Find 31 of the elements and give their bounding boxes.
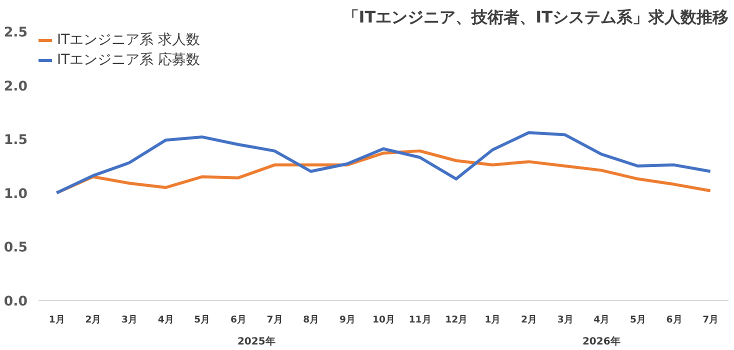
x-tick-label: 7月 — [702, 314, 718, 326]
text: 2026年 — [582, 336, 620, 348]
x-tick-label: 11月 — [408, 314, 431, 326]
x-tick-label: 7月 — [266, 314, 282, 326]
x-tick-label: 1月 — [48, 314, 64, 326]
x-tick-label: 5月 — [630, 314, 646, 326]
chart-title: 「ITエンジニア、技術者、ITシステム系」求人数推移 — [342, 8, 728, 26]
x-tick-label: 6月 — [666, 314, 682, 326]
x-tick-label: 2月 — [521, 314, 537, 326]
x-tick-label: 10月 — [372, 314, 394, 326]
line-series — [55, 131, 712, 194]
y-tick-label: 0.0 — [4, 294, 28, 310]
x-tick-label: 1月 — [484, 314, 500, 326]
x-tick-label: 3月 — [557, 314, 573, 326]
x-tick-label: 3月 — [122, 314, 138, 326]
x-tick-label: 2月 — [85, 314, 101, 326]
x-tick-label: 6月 — [230, 314, 246, 326]
y-tick-label: 1.0 — [4, 186, 28, 202]
y-tick-label: 2.0 — [4, 79, 28, 94]
x-tick-label: 12月 — [445, 314, 468, 326]
text: 2025年 — [237, 336, 276, 348]
x-tick-label: 4月 — [158, 314, 174, 326]
y-tick-label: 0.5 — [4, 240, 28, 256]
x-tick-label: 8月 — [303, 314, 319, 326]
legend-label: ITエンジニア系 応募数 — [57, 51, 200, 69]
x-tick-label: 9月 — [339, 314, 355, 326]
y-tick-label: 2.5 — [4, 26, 28, 40]
x-tick-label: 5月 — [194, 314, 210, 326]
x-tick-label: 4月 — [594, 314, 610, 326]
legend-label: ITエンジニア系 求人数 — [57, 31, 200, 49]
y-tick-label: 1.5 — [4, 133, 28, 148]
